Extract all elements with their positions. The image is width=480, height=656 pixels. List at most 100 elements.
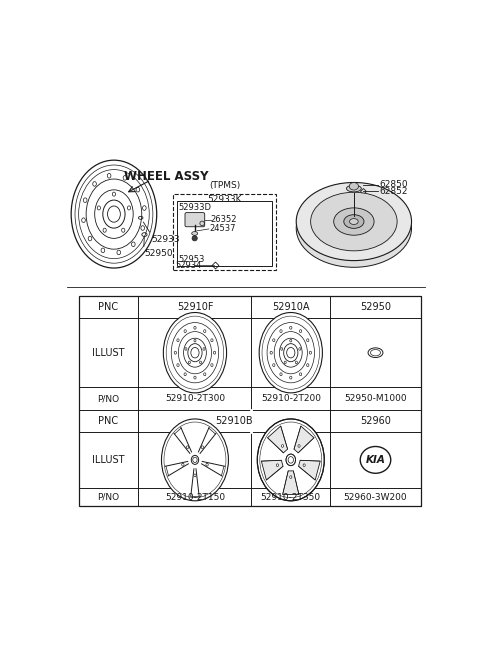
Ellipse shape: [204, 373, 206, 376]
Ellipse shape: [309, 351, 312, 354]
Ellipse shape: [280, 330, 282, 333]
Ellipse shape: [276, 464, 278, 466]
Text: 52933: 52933: [151, 235, 180, 243]
Text: 52950-M1000: 52950-M1000: [344, 394, 407, 403]
Bar: [79, 296, 421, 506]
Polygon shape: [267, 426, 288, 453]
Ellipse shape: [177, 338, 179, 342]
Ellipse shape: [194, 326, 196, 329]
Ellipse shape: [188, 361, 191, 363]
Ellipse shape: [286, 454, 296, 466]
Polygon shape: [299, 461, 320, 480]
Text: 24537: 24537: [210, 224, 236, 234]
Polygon shape: [283, 471, 299, 495]
Ellipse shape: [270, 351, 272, 354]
Text: PNC: PNC: [98, 416, 119, 426]
Ellipse shape: [141, 226, 144, 230]
Ellipse shape: [259, 312, 323, 393]
Text: 52950: 52950: [360, 302, 391, 312]
Text: 52910-2T350: 52910-2T350: [261, 493, 321, 502]
Ellipse shape: [289, 376, 292, 379]
Text: 52910-2T200: 52910-2T200: [261, 394, 321, 403]
Ellipse shape: [289, 326, 292, 329]
Text: KIA: KIA: [366, 455, 385, 465]
Text: WHEEL ASSY: WHEEL ASSY: [124, 171, 208, 184]
Ellipse shape: [123, 176, 127, 180]
Polygon shape: [294, 426, 314, 453]
Text: 52960: 52960: [360, 416, 391, 426]
Ellipse shape: [88, 236, 92, 241]
Ellipse shape: [296, 189, 411, 267]
Ellipse shape: [177, 363, 179, 367]
Ellipse shape: [299, 348, 301, 350]
Ellipse shape: [161, 419, 228, 501]
Ellipse shape: [281, 348, 283, 350]
Ellipse shape: [194, 376, 196, 379]
Ellipse shape: [349, 182, 359, 190]
FancyBboxPatch shape: [185, 213, 204, 227]
Text: 52933D: 52933D: [178, 203, 211, 213]
Ellipse shape: [203, 348, 205, 350]
Ellipse shape: [296, 182, 411, 260]
Ellipse shape: [295, 361, 298, 363]
Ellipse shape: [281, 445, 284, 447]
Text: 52934: 52934: [175, 261, 202, 270]
Ellipse shape: [334, 208, 374, 236]
Ellipse shape: [311, 192, 397, 251]
Ellipse shape: [290, 339, 292, 342]
Ellipse shape: [97, 206, 100, 210]
Text: 52960-3W200: 52960-3W200: [344, 493, 408, 502]
Text: 52950: 52950: [144, 249, 173, 258]
Text: 52953: 52953: [178, 255, 204, 264]
Ellipse shape: [211, 363, 213, 367]
Ellipse shape: [112, 192, 116, 196]
Ellipse shape: [121, 228, 125, 232]
Ellipse shape: [273, 363, 275, 367]
Ellipse shape: [280, 373, 282, 376]
Ellipse shape: [93, 182, 96, 186]
Ellipse shape: [298, 445, 300, 447]
Text: 62850: 62850: [379, 180, 408, 190]
Text: 52910A: 52910A: [272, 302, 310, 312]
Ellipse shape: [204, 330, 206, 333]
Ellipse shape: [82, 218, 85, 222]
Text: 62852: 62852: [379, 186, 408, 195]
Ellipse shape: [290, 476, 292, 478]
Ellipse shape: [143, 206, 146, 211]
Ellipse shape: [273, 338, 275, 342]
Ellipse shape: [84, 198, 87, 203]
Ellipse shape: [108, 173, 111, 178]
Text: 26352: 26352: [211, 215, 237, 224]
Text: ILLUST: ILLUST: [92, 348, 125, 358]
Ellipse shape: [284, 361, 286, 363]
Ellipse shape: [300, 330, 302, 333]
Ellipse shape: [185, 348, 187, 350]
Ellipse shape: [211, 338, 213, 342]
Ellipse shape: [127, 206, 131, 210]
Ellipse shape: [132, 242, 135, 247]
Polygon shape: [261, 461, 283, 480]
Ellipse shape: [182, 463, 184, 466]
Ellipse shape: [344, 215, 364, 228]
Bar: [173, 194, 276, 270]
Ellipse shape: [191, 455, 199, 464]
Text: 52910B: 52910B: [216, 416, 253, 426]
Text: P/NO: P/NO: [97, 493, 120, 502]
Bar: [177, 201, 272, 266]
Ellipse shape: [101, 248, 105, 253]
Ellipse shape: [200, 361, 202, 363]
Ellipse shape: [349, 218, 358, 224]
Ellipse shape: [347, 185, 361, 192]
Text: ILLUST: ILLUST: [92, 455, 125, 465]
Ellipse shape: [194, 474, 196, 477]
Text: 52910-2T300: 52910-2T300: [165, 394, 225, 403]
Ellipse shape: [194, 339, 196, 342]
Ellipse shape: [201, 446, 204, 449]
Ellipse shape: [303, 464, 305, 466]
Circle shape: [192, 236, 197, 241]
Ellipse shape: [286, 454, 296, 466]
Text: 52910-2T150: 52910-2T150: [165, 493, 225, 502]
Text: PNC: PNC: [98, 302, 119, 312]
Ellipse shape: [307, 363, 309, 367]
Ellipse shape: [136, 188, 140, 192]
